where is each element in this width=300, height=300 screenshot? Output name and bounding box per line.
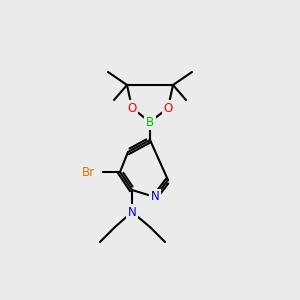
Text: O: O [128, 101, 136, 115]
Text: O: O [164, 101, 172, 115]
Text: N: N [128, 206, 136, 218]
Text: Br: Br [82, 166, 95, 178]
Text: B: B [146, 116, 154, 128]
Text: N: N [151, 190, 159, 203]
